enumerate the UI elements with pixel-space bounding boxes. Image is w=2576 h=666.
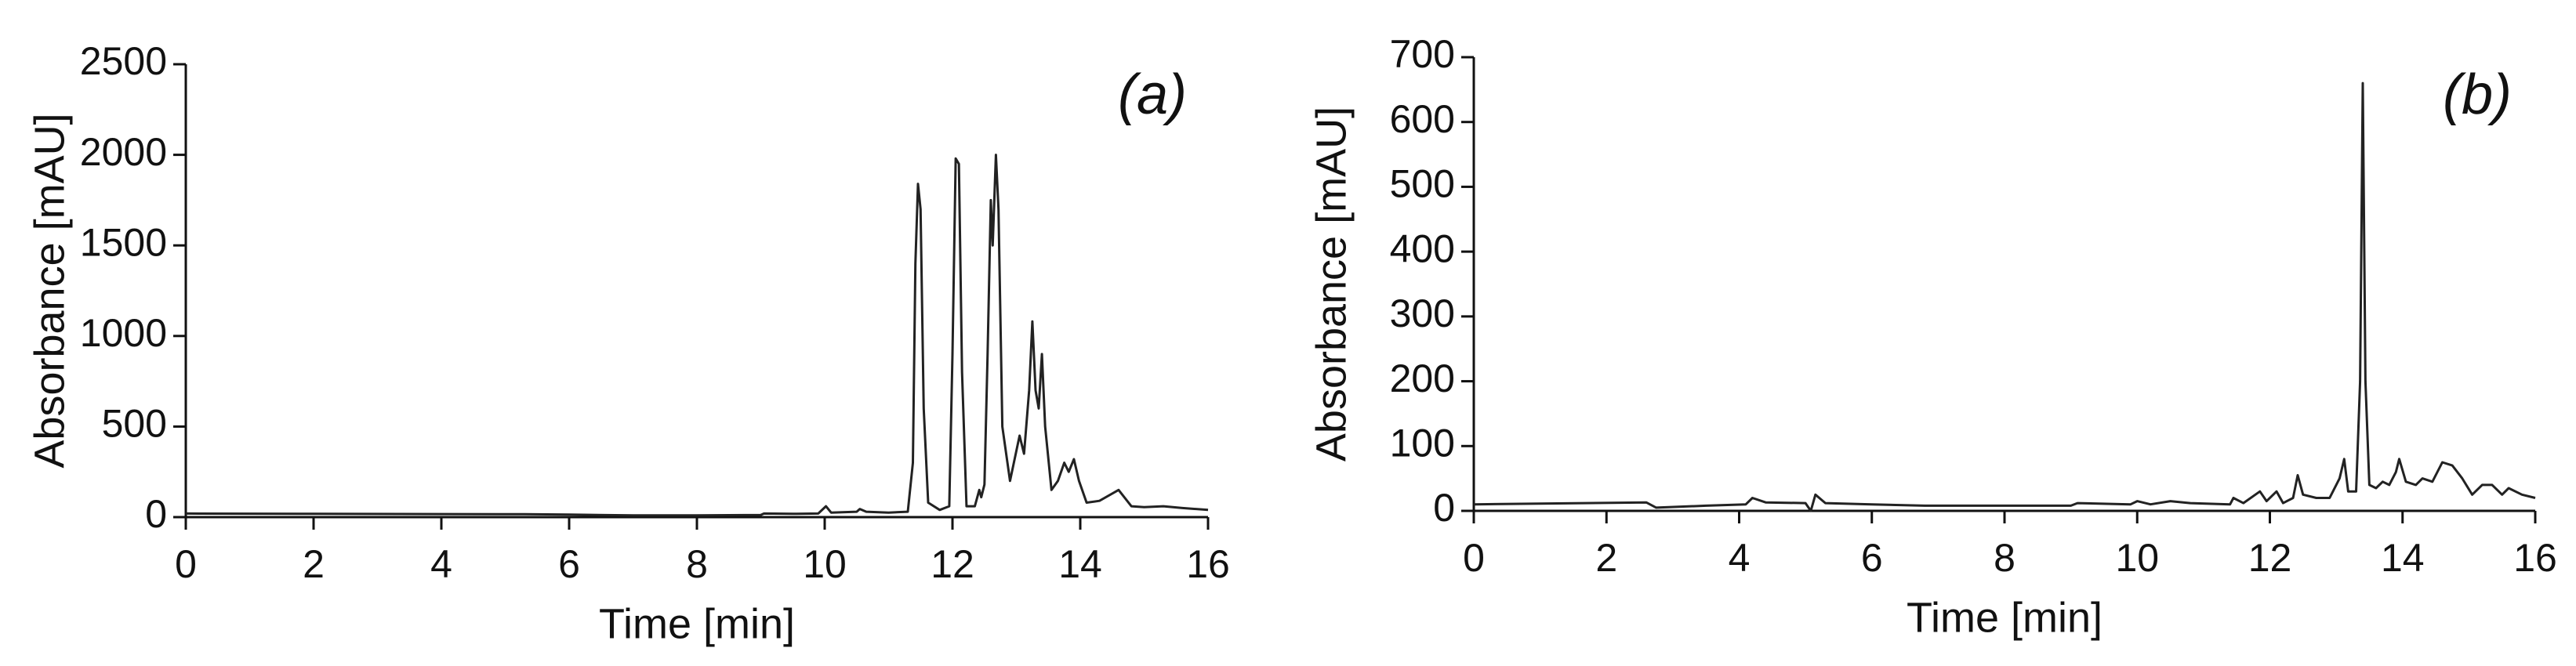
y-axis-label: Absorbance [mAU] bbox=[26, 113, 73, 468]
panel-annotation: (b) bbox=[2443, 63, 2512, 126]
x-tick-label: 0 bbox=[175, 542, 197, 586]
y-tick-label: 2500 bbox=[80, 39, 167, 83]
x-tick-label: 2 bbox=[1595, 536, 1617, 580]
x-tick-label: 4 bbox=[430, 542, 452, 586]
y-tick-label: 2000 bbox=[80, 130, 167, 174]
y-tick-label: 1500 bbox=[80, 220, 167, 264]
y-tick-label: 0 bbox=[145, 492, 167, 536]
y-tick-label: 700 bbox=[1390, 32, 1455, 76]
x-tick-label: 12 bbox=[931, 542, 974, 586]
x-tick-label: 16 bbox=[1186, 542, 1230, 586]
x-tick-label: 8 bbox=[1994, 536, 2015, 580]
x-tick-label: 8 bbox=[686, 542, 708, 586]
y-tick-label: 400 bbox=[1390, 226, 1455, 270]
y-tick-label: 300 bbox=[1390, 291, 1455, 335]
x-tick-label: 16 bbox=[2513, 536, 2557, 580]
x-tick-label: 12 bbox=[2248, 536, 2292, 580]
x-tick-label: 10 bbox=[2115, 536, 2159, 580]
y-tick-label: 600 bbox=[1390, 97, 1455, 141]
x-axis-label: Time [min] bbox=[1907, 594, 2103, 641]
y-tick-label: 200 bbox=[1390, 357, 1455, 400]
data-line bbox=[1473, 81, 2536, 512]
x-tick-label: 6 bbox=[558, 542, 580, 586]
y-tick-label: 100 bbox=[1390, 421, 1455, 465]
x-tick-label: 14 bbox=[1058, 542, 1102, 586]
y-axis-label: Absorbance [mAU] bbox=[1308, 107, 1355, 461]
x-tick-label: 0 bbox=[1463, 536, 1485, 580]
panel-annotation: (a) bbox=[1118, 63, 1187, 126]
x-tick-label: 10 bbox=[803, 542, 847, 586]
x-tick-label: 6 bbox=[1861, 536, 1883, 580]
y-tick-label: 500 bbox=[102, 402, 167, 446]
y-tick-label: 500 bbox=[1390, 162, 1455, 206]
data-line bbox=[185, 154, 1209, 517]
y-tick-label: 0 bbox=[1433, 486, 1455, 530]
x-axis-label: Time [min] bbox=[599, 600, 795, 647]
x-tick-label: 14 bbox=[2381, 536, 2425, 580]
y-tick-label: 1000 bbox=[80, 311, 167, 355]
x-tick-label: 2 bbox=[303, 542, 325, 586]
x-tick-label: 4 bbox=[1729, 536, 1751, 580]
